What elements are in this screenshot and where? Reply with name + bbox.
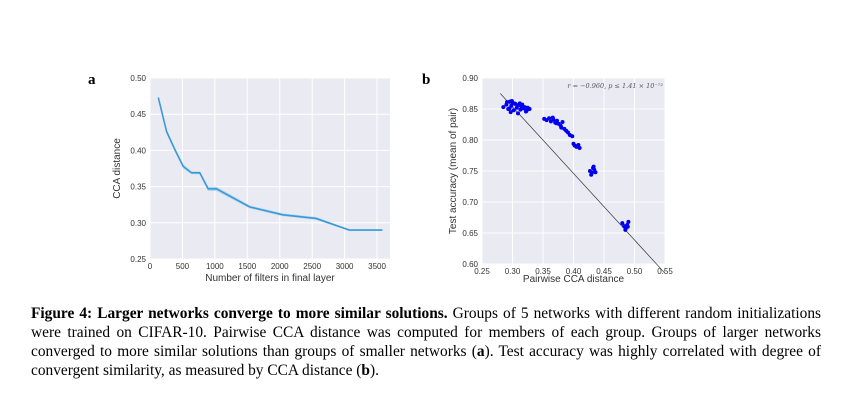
b-data-point — [512, 101, 517, 106]
b-data-point — [507, 106, 512, 111]
b-data-point — [589, 172, 594, 177]
b-x-tick-label: 0.25 — [474, 267, 490, 276]
panel-label-b: b — [422, 72, 431, 88]
b-data-point — [523, 109, 528, 114]
a-x-tick-label: 3000 — [336, 262, 354, 271]
scatter-chart-accuracy-vs-cca: 0.25 0.30 0.35 0.40 0.45 0.50 0.55 0.60 0.65 0.70… — [448, 74, 673, 285]
b-data-point — [625, 224, 630, 229]
b-data-point — [505, 100, 510, 105]
b-correlation-annotation: r = −0.960, p ≤ 1.41 × 10⁻⁷² — [567, 82, 663, 90]
b-data-point — [559, 125, 564, 130]
figure-caption: Figure 4: Larger networks converge to mo… — [31, 304, 821, 380]
b-data-point — [576, 142, 581, 147]
b-data-point — [550, 115, 555, 120]
b-data-point — [560, 120, 565, 125]
b-y-tick-label: 0.80 — [462, 136, 478, 145]
b-data-point — [509, 98, 514, 103]
a-x-tick-label: 2500 — [303, 262, 321, 271]
b-y-tick-label: 0.65 — [462, 229, 478, 238]
b-y-tick-label: 0.60 — [462, 260, 478, 269]
a-series-line — [157, 97, 383, 231]
a-y-tick-label: 0.50 — [130, 74, 146, 83]
b-data-point — [623, 227, 628, 232]
b-y-tick-label: 0.85 — [462, 105, 478, 114]
b-data-point — [518, 107, 523, 112]
a-x-tick-label: 0 — [148, 262, 153, 271]
b-y-tick-label: 0.75 — [462, 167, 478, 176]
b-y-tick-label: 0.90 — [462, 74, 478, 83]
b-data-point — [527, 107, 532, 111]
b-data-point — [522, 105, 527, 110]
a-y-tick-label: 0.45 — [130, 110, 146, 119]
b-data-point — [547, 116, 552, 121]
a-y-tick-label: 0.30 — [130, 219, 146, 228]
b-x-tick-label: 0.50 — [627, 267, 643, 276]
caption-label: Figure 4: — [31, 305, 93, 322]
b-data-point — [570, 134, 575, 139]
b-data-point — [593, 170, 598, 175]
b-data-point — [517, 101, 522, 106]
a-x-tick-label: 1500 — [238, 262, 256, 271]
b-x-tick-label: 0.45 — [596, 267, 612, 276]
a-x-tick-label: 3500 — [368, 262, 386, 271]
b-data-point — [501, 105, 506, 110]
a-x-tick-label: 2000 — [271, 262, 289, 271]
caption-text-2: ). Test accuracy was highly correlated w… — [31, 343, 821, 379]
b-x-tick-label: 0.40 — [566, 267, 582, 276]
caption-title: Larger networks converge to more similar… — [97, 305, 448, 322]
b-data-point — [577, 146, 582, 151]
a-y-tick-label: 0.35 — [130, 183, 146, 192]
b-data-point — [591, 164, 596, 169]
b-data-point — [620, 221, 625, 226]
line-chart-cca-vs-filters: 0 500 1000 1500 2000 2500 3000 3500 0.25 0.30 0.35… — [112, 74, 390, 284]
b-data-point — [511, 108, 516, 113]
caption-text-1: Groups of 5 networks with different rand… — [31, 305, 821, 360]
b-data-point — [515, 111, 520, 116]
caption-text-3: ). — [369, 362, 379, 379]
b-x-tick-label: 0.30 — [505, 267, 521, 276]
a-plot-background — [150, 78, 390, 259]
b-data-point — [626, 219, 631, 224]
caption-ref-a: a — [476, 343, 485, 360]
b-x-axis-label: Pairwise CCA distance — [523, 274, 625, 285]
a-x-tick-label: 1000 — [206, 262, 224, 271]
caption-ref-b: b — [361, 362, 370, 379]
b-x-tick-label: 0.35 — [535, 267, 551, 276]
a-y-axis-label: CCA distance — [112, 138, 123, 199]
b-fit-line — [500, 93, 666, 274]
b-data-point — [554, 121, 559, 126]
a-y-tick-label: 0.25 — [130, 255, 146, 264]
a-y-tick-label: 0.40 — [130, 146, 146, 155]
b-y-axis-label: Test accuracy (mean of pair) — [448, 108, 459, 234]
a-x-tick-label: 500 — [176, 262, 190, 271]
b-x-tick-label: 0.55 — [657, 267, 673, 276]
b-data-point — [508, 110, 513, 115]
a-x-axis-label: Number of filters in final layer — [205, 273, 335, 284]
b-y-tick-label: 0.70 — [462, 198, 478, 207]
panel-label-a: a — [88, 72, 96, 88]
